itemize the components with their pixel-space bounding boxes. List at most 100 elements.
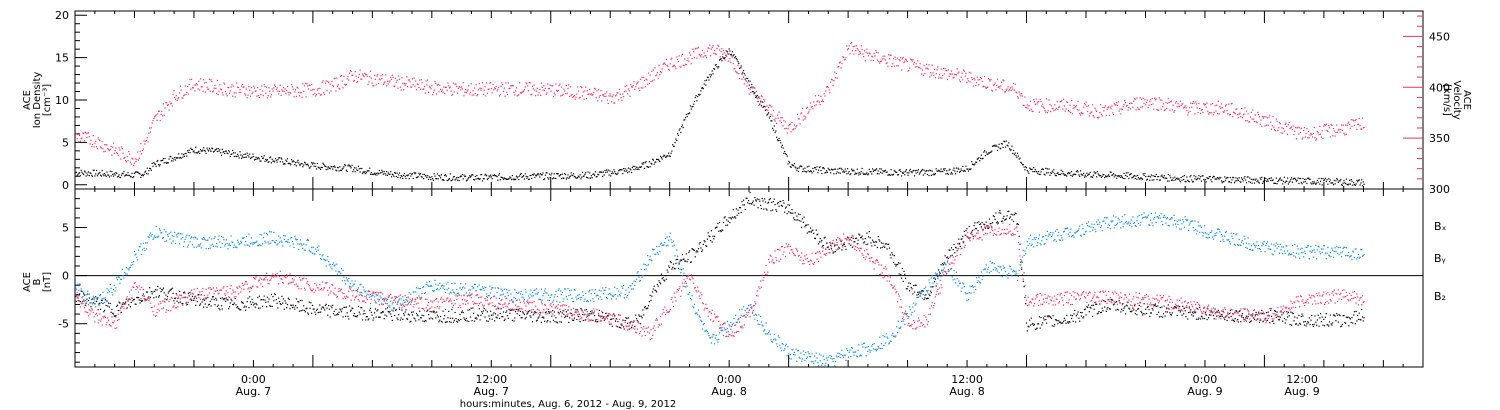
data-point: [1050, 111, 1052, 113]
data-point: [1312, 183, 1314, 185]
data-point: [845, 57, 847, 59]
data-point: [1204, 317, 1206, 320]
data-point: [478, 308, 480, 310]
data-point: [236, 306, 238, 309]
data-point: [768, 112, 770, 114]
data-point: [630, 84, 632, 86]
data-point: [1088, 115, 1090, 117]
data-point: [935, 73, 937, 75]
data-point: [208, 147, 210, 149]
data-point: [299, 164, 301, 166]
data-point: [864, 173, 866, 175]
data-point: [896, 65, 898, 67]
data-point: [740, 211, 742, 213]
data-point: [613, 169, 615, 171]
data-point: [1077, 100, 1079, 102]
data-point: [295, 165, 297, 167]
data-point: [913, 285, 915, 287]
data-point: [1106, 308, 1108, 310]
data-point: [1245, 179, 1247, 181]
top-right-title-line-1: ACE: [1461, 90, 1472, 110]
data-point: [893, 169, 895, 172]
data-point: [1157, 305, 1159, 307]
data-point: [274, 84, 276, 86]
data-point: [1064, 173, 1066, 176]
data-point: [158, 296, 160, 298]
data-point: [118, 276, 120, 278]
data-point: [780, 142, 782, 144]
data-point: [980, 157, 982, 159]
data-point: [421, 176, 423, 178]
data-point: [581, 313, 584, 316]
data-point: [535, 90, 538, 92]
data-point: [1186, 110, 1188, 112]
data-point: [308, 301, 310, 303]
data-point: [1154, 304, 1156, 306]
data-point: [103, 311, 105, 313]
data-point: [539, 314, 541, 316]
data-point: [469, 309, 471, 311]
data-point: [771, 120, 773, 122]
data-point: [518, 179, 520, 181]
data-point: [298, 162, 300, 164]
data-point: [461, 173, 463, 176]
data-point: [1318, 325, 1320, 327]
data-point: [184, 296, 186, 298]
data-point: [1030, 317, 1032, 319]
data-point: [81, 290, 83, 293]
data-point: [315, 168, 318, 170]
data-point: [190, 298, 192, 300]
data-point: [278, 90, 281, 92]
data-point: [927, 297, 929, 299]
data-point: [1136, 178, 1138, 180]
data-point: [328, 92, 330, 94]
data-point: [694, 256, 696, 258]
data-point: [1178, 310, 1180, 312]
data-point: [627, 88, 629, 90]
bottom-left-tick-label: 0: [62, 270, 69, 283]
data-point: [1345, 178, 1347, 180]
data-point: [272, 90, 274, 92]
data-point: [1352, 322, 1354, 324]
data-point: [351, 307, 353, 309]
data-point: [416, 314, 418, 316]
data-point: [76, 138, 78, 140]
data-point: [267, 301, 269, 303]
data-point: [1236, 180, 1238, 182]
data-point: [1330, 123, 1332, 125]
data-point: [405, 309, 407, 311]
data-point: [237, 86, 239, 88]
data-point: [299, 310, 301, 312]
data-point: [93, 297, 95, 299]
data-point: [478, 178, 480, 180]
data-point: [1175, 179, 1177, 181]
data-point: [1275, 177, 1277, 179]
data-point: [1052, 107, 1054, 110]
data-point: [1044, 110, 1046, 112]
data-point: [676, 56, 678, 58]
data-point: [325, 303, 327, 305]
data-point: [318, 92, 320, 95]
data-point: [397, 176, 399, 178]
data-point: [463, 317, 465, 319]
data-point: [707, 47, 709, 49]
data-point: [1343, 315, 1345, 317]
data-point: [282, 163, 285, 165]
data-point: [1162, 316, 1164, 318]
data-point: [660, 72, 662, 74]
data-point: [756, 198, 758, 200]
data-point: [1307, 321, 1309, 323]
data-point: [417, 315, 419, 317]
data-point: [1208, 176, 1210, 178]
data-point: [783, 152, 785, 154]
data-point: [1363, 183, 1365, 185]
bottom-left-tick-label: 5: [62, 221, 69, 234]
data-point: [509, 176, 511, 178]
data-point: [419, 88, 422, 90]
data-point: [674, 142, 676, 144]
data-point: [444, 93, 446, 95]
data-point: [818, 166, 820, 169]
data-point: [1126, 104, 1128, 107]
data-point: [556, 321, 558, 323]
data-point: [116, 277, 118, 279]
